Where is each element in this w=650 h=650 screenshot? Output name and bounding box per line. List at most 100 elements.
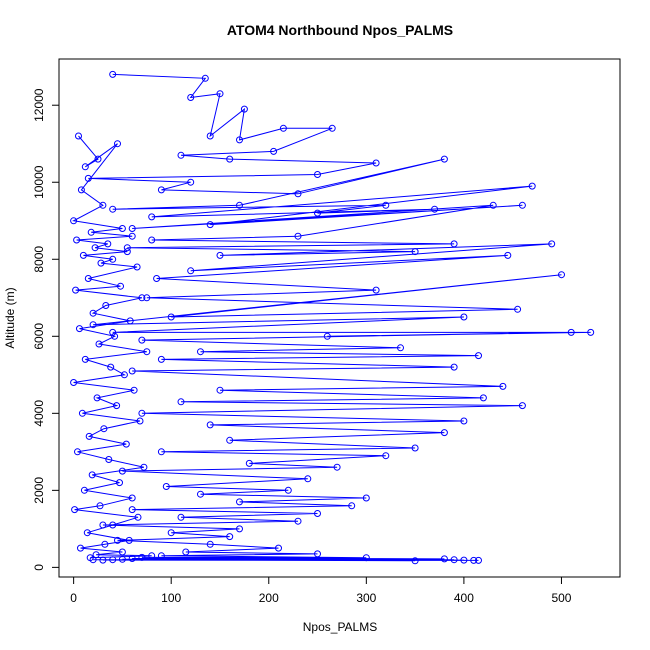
y-tick-label: 8000 xyxy=(32,246,46,273)
data-point xyxy=(226,436,234,444)
data-point xyxy=(97,259,105,267)
data-point xyxy=(236,136,243,144)
data-point xyxy=(450,240,458,248)
data-point xyxy=(182,548,190,556)
data-point xyxy=(143,348,151,356)
data-point xyxy=(109,255,117,263)
data-point xyxy=(88,471,96,479)
data-point xyxy=(91,244,99,252)
data-point xyxy=(86,554,94,562)
data-point xyxy=(240,105,248,113)
data-point xyxy=(109,205,117,213)
data-point xyxy=(304,475,312,483)
data-point xyxy=(84,275,92,282)
data-point xyxy=(226,533,234,541)
y-axis-label: Altitude (m) xyxy=(3,287,17,348)
data-point xyxy=(157,186,165,194)
data-point xyxy=(75,132,82,140)
data-layer xyxy=(70,70,595,565)
data-point xyxy=(72,286,80,294)
data-point xyxy=(128,232,136,240)
data-point xyxy=(77,186,85,194)
data-point xyxy=(123,248,131,256)
y-axis: 0 2000 4000 6000 8000 10000 12000 xyxy=(32,88,60,571)
data-point xyxy=(372,159,380,167)
data-point xyxy=(328,124,336,132)
data-point xyxy=(314,550,321,558)
data-point xyxy=(450,363,458,371)
data-point xyxy=(167,313,175,321)
x-tick-label: 300 xyxy=(356,591,376,605)
data-point xyxy=(128,494,136,502)
data-point xyxy=(460,556,468,564)
data-point xyxy=(216,90,224,98)
x-tick-label: 400 xyxy=(454,591,474,605)
data-point xyxy=(504,251,512,259)
chart-title: ATOM4 Northbound Npos_PALMS xyxy=(227,22,453,38)
data-point xyxy=(236,498,243,506)
data-point xyxy=(101,540,109,548)
data-point xyxy=(148,213,156,221)
data-point xyxy=(96,502,104,510)
data-point xyxy=(89,309,97,317)
x-axis-label: Npos_PALMS xyxy=(303,620,377,634)
data-point xyxy=(118,225,126,232)
y-tick-label: 12000 xyxy=(32,88,46,122)
data-point xyxy=(80,486,88,494)
data-point xyxy=(81,163,89,171)
data-point xyxy=(206,540,214,548)
data-point xyxy=(153,275,161,282)
data-point xyxy=(411,444,419,452)
data-point xyxy=(138,294,146,302)
data-point xyxy=(157,355,165,363)
data-point xyxy=(104,240,112,248)
data-point xyxy=(83,529,91,537)
data-point xyxy=(76,325,83,333)
data-point xyxy=(197,348,204,356)
data-point xyxy=(138,553,146,561)
data-point xyxy=(397,344,404,352)
data-point xyxy=(74,448,81,456)
y-tick-label: 6000 xyxy=(32,323,46,350)
data-point xyxy=(109,521,117,529)
data-point xyxy=(279,124,287,132)
data-point xyxy=(460,417,468,425)
data-point xyxy=(362,494,370,502)
data-point xyxy=(126,317,134,325)
data-point xyxy=(89,321,97,329)
data-point xyxy=(123,244,131,252)
data-point xyxy=(206,221,214,229)
series-line-2 xyxy=(72,135,152,559)
data-point xyxy=(109,70,117,78)
data-point xyxy=(105,456,113,463)
data-point xyxy=(206,421,214,429)
data-point xyxy=(87,228,95,236)
data-point xyxy=(70,217,78,225)
data-point xyxy=(77,544,84,552)
data-point xyxy=(314,209,321,217)
x-tick-label: 100 xyxy=(161,591,181,605)
data-point xyxy=(85,432,93,440)
data-point xyxy=(294,517,302,525)
data-point xyxy=(236,525,243,533)
data-point xyxy=(70,379,78,386)
data-point xyxy=(372,286,380,294)
data-point xyxy=(548,240,556,248)
data-point xyxy=(136,417,144,425)
data-point xyxy=(130,386,138,394)
data-point xyxy=(587,328,595,336)
data-point xyxy=(475,352,482,360)
data-point xyxy=(114,140,121,148)
data-point xyxy=(284,486,292,494)
x-tick-label: 500 xyxy=(551,591,571,605)
y-tick-label: 10000 xyxy=(32,165,46,199)
series-line-1 xyxy=(88,73,591,562)
x-tick-label: 200 xyxy=(259,591,279,605)
data-point xyxy=(177,398,185,406)
data-point xyxy=(148,552,156,560)
x-axis: 0 100 200 300 400 500 xyxy=(70,576,572,605)
data-point xyxy=(92,551,100,559)
data-point xyxy=(128,367,136,375)
data-point xyxy=(107,363,115,371)
data-point xyxy=(518,402,526,410)
